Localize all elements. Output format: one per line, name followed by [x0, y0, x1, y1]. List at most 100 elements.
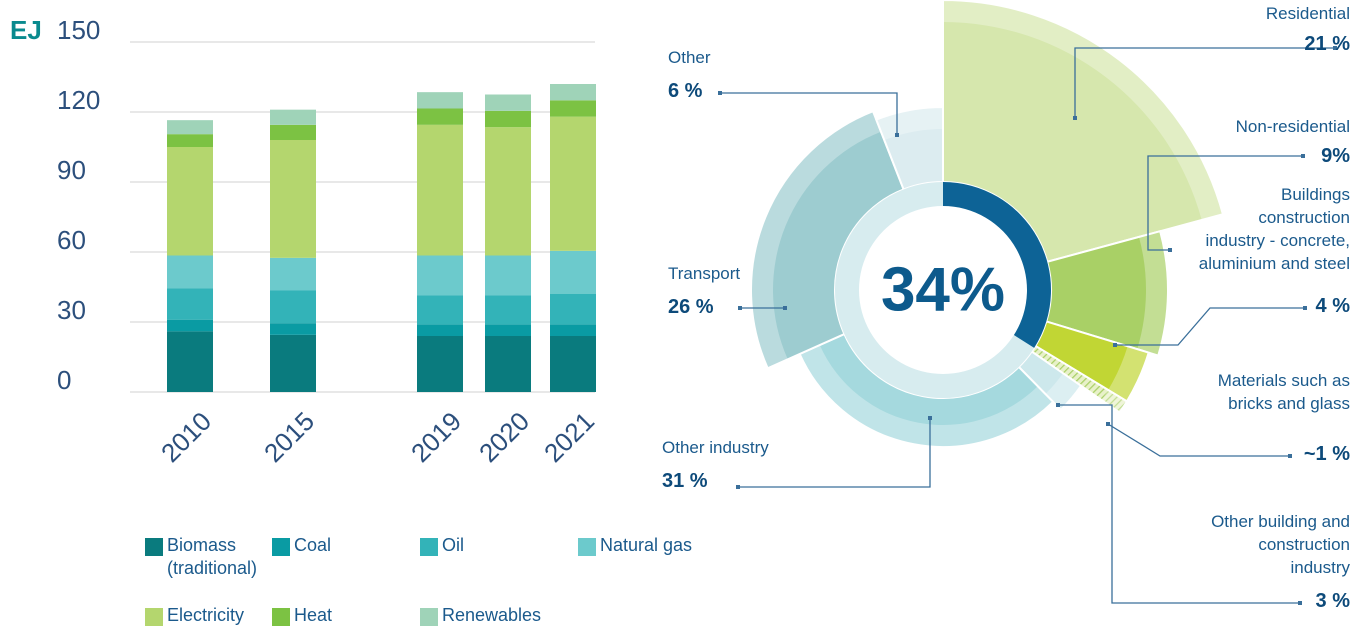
slice-rim — [1137, 231, 1168, 356]
y-tick-label: 120 — [57, 85, 100, 115]
center-label: 34% — [881, 255, 1005, 324]
bar-segment — [167, 120, 213, 135]
leader-dot — [738, 306, 742, 310]
legend-swatch — [420, 538, 438, 556]
legend-label: Biomass (traditional) — [167, 535, 258, 578]
leader-dot — [1073, 116, 1077, 120]
bar-segment — [167, 288, 213, 320]
bar-segment — [270, 109, 316, 125]
slice-label: Non-residential — [1235, 117, 1350, 136]
bar-segment — [485, 324, 531, 336]
leader-dot — [1333, 46, 1337, 50]
legend-swatch — [145, 538, 163, 556]
slice-rim — [1045, 373, 1082, 410]
slice-label: Other industry — [662, 438, 769, 457]
leader-line — [1107, 423, 1290, 457]
x-tick-label: 2010 — [155, 406, 217, 468]
bar-segment — [167, 134, 213, 147]
leader-dot — [783, 306, 787, 310]
leader-line — [720, 92, 898, 135]
legend-label: Coal — [294, 535, 332, 555]
x-tick-label: 2021 — [538, 406, 600, 468]
bar-segment — [167, 147, 213, 256]
bar-segment — [417, 255, 463, 296]
bar-segment — [270, 334, 316, 392]
bar-segment — [485, 255, 531, 296]
leader-dot — [1288, 454, 1292, 458]
bar-segment — [485, 336, 531, 392]
legend-label: Heat — [294, 605, 333, 625]
bar-segment — [550, 294, 596, 325]
bar-segment — [270, 124, 316, 140]
x-tick-label: 2019 — [405, 406, 467, 468]
y-tick-label: 90 — [57, 155, 86, 185]
leader-dot — [1056, 403, 1060, 407]
bar-segment — [270, 290, 316, 324]
slice-value: 4 % — [1315, 295, 1350, 317]
leader-line — [1058, 404, 1300, 604]
leader-dot — [1298, 601, 1302, 605]
slice-label: Buildings construction industry - concre… — [1198, 185, 1350, 273]
bar-segment — [417, 124, 463, 256]
y-axis-label: EJ — [10, 15, 42, 45]
legend-swatch — [578, 538, 596, 556]
slice-label: Transport — [668, 264, 741, 283]
slice-rim — [876, 107, 943, 141]
bar-segment — [417, 108, 463, 125]
bar-segment — [550, 250, 596, 294]
legend-label: Renewables — [442, 605, 542, 625]
legend-label: Natural gas — [600, 535, 693, 555]
slice-value: 6 % — [668, 80, 703, 102]
bar-segment — [550, 84, 596, 101]
bar-segment — [270, 257, 316, 291]
leader-dot — [1106, 422, 1110, 426]
center-arc — [943, 182, 1051, 348]
donut-slice — [1045, 229, 1169, 357]
slice-value: 31 % — [662, 470, 708, 492]
bar-segment — [167, 331, 213, 392]
slice-rim — [943, 0, 1223, 220]
bar-segment — [550, 116, 596, 251]
x-tick-label: 2015 — [258, 406, 320, 468]
bar-segment — [550, 336, 596, 392]
slice-label: Residential — [1265, 4, 1350, 23]
slice-label: Materials such as bricks and glass — [1217, 371, 1350, 413]
y-tick-label: 60 — [57, 225, 86, 255]
slice-rim — [1108, 346, 1149, 402]
leader-dot — [1303, 306, 1307, 310]
bar-segment — [417, 92, 463, 109]
x-tick-label: 2020 — [473, 406, 535, 468]
bar-segment — [167, 319, 213, 332]
slice-value: 9% — [1321, 145, 1350, 167]
bar-segment — [167, 255, 213, 289]
bar-segment — [270, 323, 316, 335]
leader-dot — [1113, 343, 1117, 347]
bar-segment — [417, 324, 463, 336]
bar-segment — [417, 336, 463, 392]
y-tick-label: 0 — [57, 365, 71, 395]
leader-line — [738, 418, 931, 488]
slice-rim — [1101, 389, 1127, 413]
leader-dot — [1301, 154, 1305, 158]
leader-dot — [1168, 248, 1172, 252]
leader-line — [1074, 47, 1335, 118]
bar-segment — [485, 94, 531, 111]
y-tick-label: 150 — [57, 15, 100, 45]
leader-line — [1115, 307, 1305, 346]
legend-swatch — [272, 608, 290, 626]
slice-rim — [751, 111, 882, 369]
leader-dot — [718, 91, 722, 95]
slice-value: 3 % — [1315, 590, 1350, 612]
y-tick-label: 30 — [57, 295, 86, 325]
bar-segment — [485, 110, 531, 128]
slice-value: ~1 % — [1303, 443, 1350, 465]
bar-segment — [485, 127, 531, 256]
bar-segment — [417, 295, 463, 325]
legend-label: Electricity — [167, 605, 245, 625]
slice-label: Other building and construction industry — [1211, 512, 1350, 577]
slice-value: 26 % — [668, 296, 714, 318]
legend-swatch — [272, 538, 290, 556]
slice-value: 21 % — [1304, 33, 1350, 55]
